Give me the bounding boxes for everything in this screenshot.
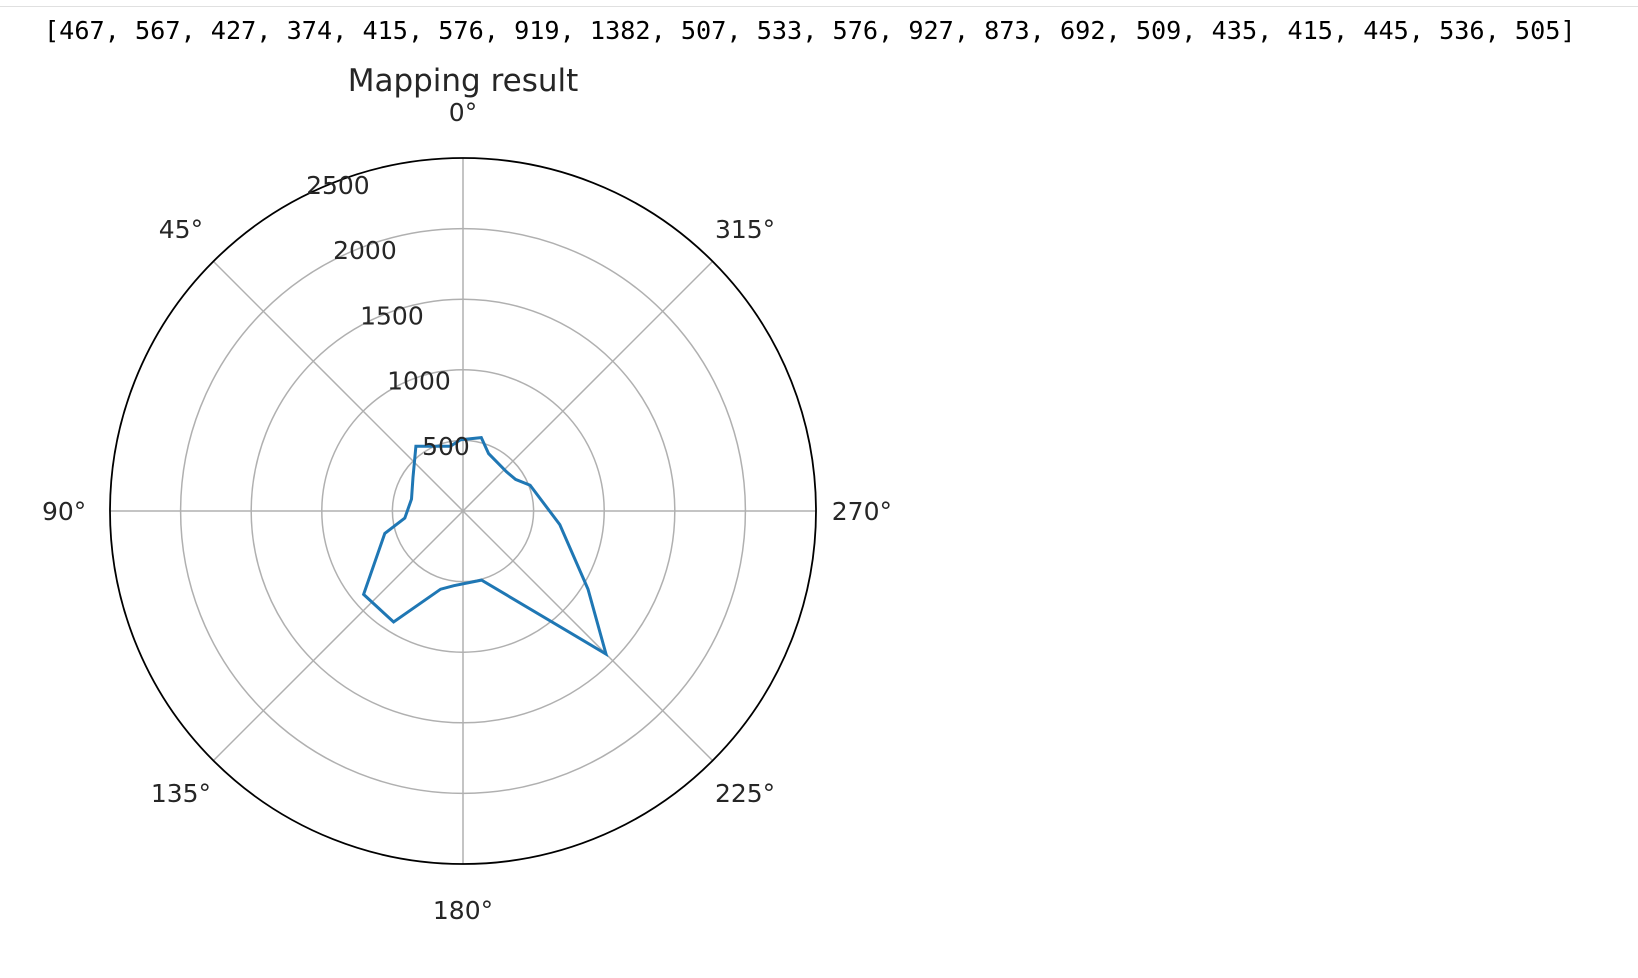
data-series	[361, 435, 609, 658]
r-tick-label: 2500	[306, 171, 370, 200]
r-tick-labels: 500 1000 1500 2000 2500	[306, 171, 470, 461]
theta-tick-label: 315°	[715, 215, 775, 244]
theta-tick-label: 225°	[715, 779, 775, 808]
cell-divider	[0, 0, 1638, 7]
polar-frame	[109, 157, 817, 865]
r-tick-label: 500	[422, 432, 470, 461]
theta-tick-labels: 0° 45° 90° 135° 180° 225° 270° 315°	[42, 98, 892, 925]
chart-title: Mapping result	[348, 63, 579, 99]
theta-gridline-45	[212, 260, 464, 512]
r-tick-label: 1000	[387, 367, 451, 396]
theta-gridline-135	[212, 510, 464, 762]
theta-gridline-225	[462, 510, 714, 762]
theta-tick-label: 135°	[151, 779, 211, 808]
theta-gridline-315	[462, 260, 714, 512]
polar-chart: Mapping result 0° 45° 90° 135° 180° 225° 270° 3…	[42, 63, 892, 925]
theta-tick-label: 0°	[449, 98, 477, 127]
series-line-0	[361, 435, 609, 658]
cell-output-text: [467, 567, 427, 374, 415, 576, 919, 1382…	[44, 16, 1576, 45]
theta-tick-label: 180°	[433, 896, 493, 925]
theta-tick-label: 45°	[159, 215, 203, 244]
r-tick-label: 2000	[333, 236, 397, 265]
r-tick-label: 1500	[360, 301, 424, 330]
theta-tick-label: 270°	[832, 497, 892, 526]
theta-tick-label: 90°	[42, 497, 86, 526]
polar-grid	[109, 157, 817, 865]
